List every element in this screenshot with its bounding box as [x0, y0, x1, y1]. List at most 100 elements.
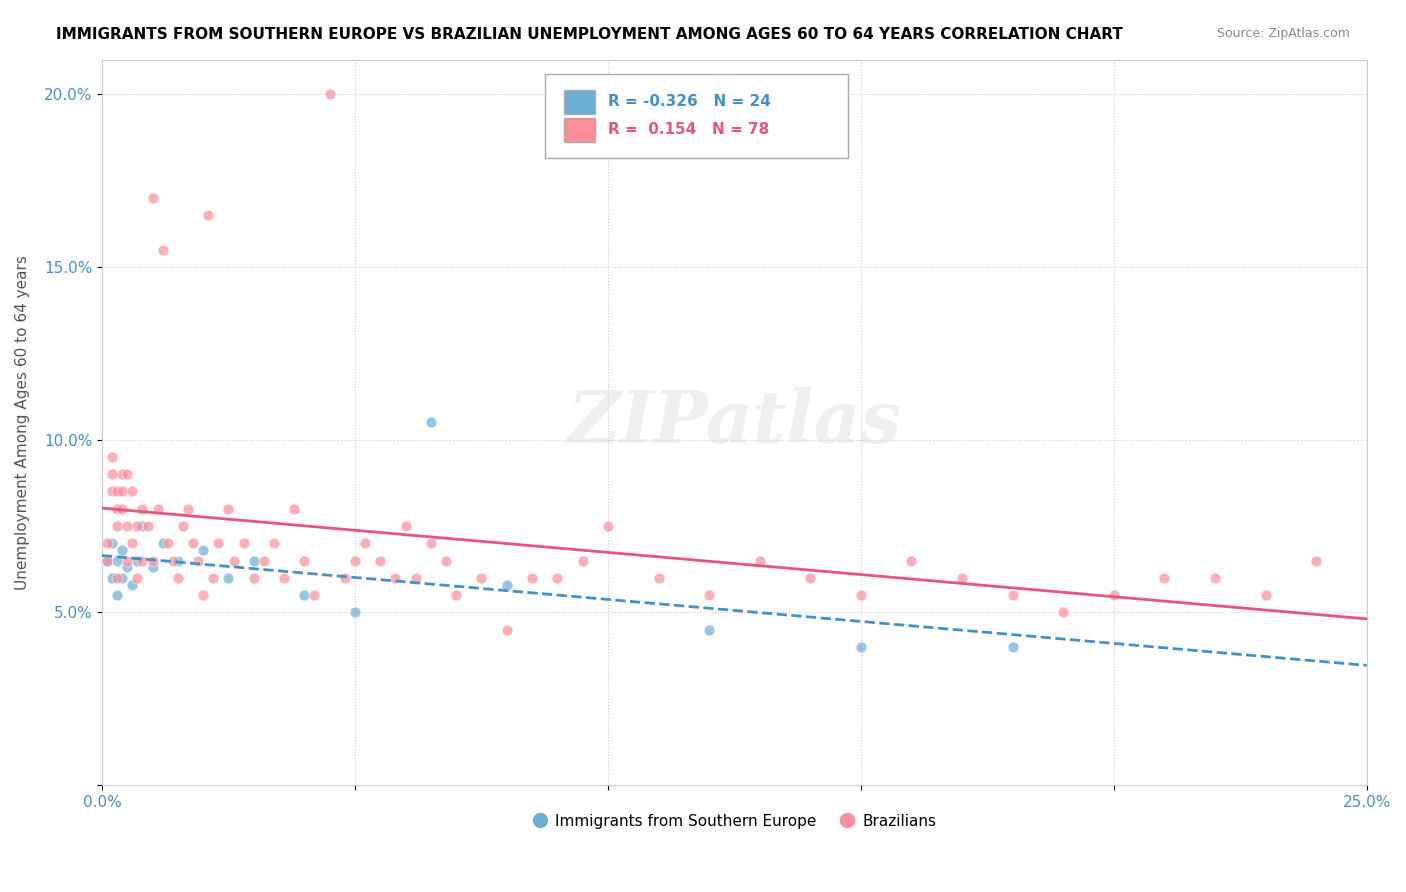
Point [121, 484, 143, 499]
Point [849, 640, 872, 654]
Point [117, 553, 139, 567]
Point [131, 501, 153, 516]
Point [343, 553, 366, 567]
FancyBboxPatch shape [544, 74, 848, 158]
Point [152, 243, 174, 257]
Text: R =  0.154   N = 78: R = 0.154 N = 78 [607, 121, 769, 136]
Point [419, 536, 441, 550]
Point [520, 571, 543, 585]
Point [292, 588, 315, 602]
Point [142, 553, 165, 567]
Point [434, 553, 457, 567]
Point [697, 588, 720, 602]
Point [111, 501, 134, 516]
Point [136, 519, 159, 533]
Point [217, 501, 239, 516]
Point [900, 553, 922, 567]
Point [242, 553, 264, 567]
Point [1305, 553, 1327, 567]
Point [495, 623, 517, 637]
Point [121, 578, 143, 592]
Point [101, 536, 124, 550]
Point [131, 553, 153, 567]
Point [799, 571, 821, 585]
Point [193, 588, 215, 602]
Point [167, 571, 190, 585]
Point [1254, 588, 1277, 602]
Point [273, 571, 295, 585]
Point [333, 571, 356, 585]
Point [1001, 640, 1024, 654]
Point [111, 543, 134, 558]
Point [117, 560, 139, 574]
Point [368, 553, 391, 567]
Point [1153, 571, 1175, 585]
Point [207, 536, 229, 550]
Point [444, 588, 467, 602]
Point [127, 553, 149, 567]
Point [197, 208, 219, 222]
Text: Source: ZipAtlas.com: Source: ZipAtlas.com [1216, 27, 1350, 40]
Point [101, 450, 124, 464]
Point [697, 623, 720, 637]
Point [105, 519, 128, 533]
Point [127, 519, 149, 533]
Point [193, 543, 215, 558]
Point [177, 501, 200, 516]
Point [748, 553, 770, 567]
Point [96, 553, 118, 567]
Point [96, 553, 118, 567]
Point [546, 571, 568, 585]
Point [142, 560, 165, 574]
Point [105, 588, 128, 602]
Point [384, 571, 406, 585]
Point [1052, 605, 1074, 619]
Point [304, 588, 326, 602]
Point [105, 501, 128, 516]
Point [1102, 588, 1125, 602]
Point [101, 467, 124, 482]
Point [232, 536, 254, 550]
Point [172, 519, 194, 533]
Point [1001, 588, 1024, 602]
Point [105, 553, 128, 567]
Point [950, 571, 973, 585]
Bar [564, 90, 595, 114]
Point [142, 191, 165, 205]
Legend: Immigrants from Southern Europe, Brazilians: Immigrants from Southern Europe, Brazili… [526, 808, 942, 836]
Point [167, 553, 190, 567]
Point [105, 571, 128, 585]
Y-axis label: Unemployment Among Ages 60 to 64 years: Unemployment Among Ages 60 to 64 years [15, 255, 30, 590]
Point [571, 553, 593, 567]
Point [217, 571, 239, 585]
Text: R = -0.326   N = 24: R = -0.326 N = 24 [607, 95, 770, 109]
Point [111, 571, 134, 585]
Point [152, 536, 174, 550]
Point [318, 87, 340, 102]
Point [156, 536, 179, 550]
Point [394, 519, 416, 533]
Point [495, 578, 517, 592]
Point [111, 484, 134, 499]
Point [419, 415, 441, 429]
Point [181, 536, 204, 550]
Point [596, 519, 619, 533]
Point [292, 553, 315, 567]
Bar [564, 118, 595, 142]
Point [222, 553, 245, 567]
Point [405, 571, 427, 585]
Point [117, 519, 139, 533]
Point [242, 571, 264, 585]
Text: IMMIGRANTS FROM SOUTHERN EUROPE VS BRAZILIAN UNEMPLOYMENT AMONG AGES 60 TO 64 YE: IMMIGRANTS FROM SOUTHERN EUROPE VS BRAZI… [56, 27, 1123, 42]
Point [111, 467, 134, 482]
Point [105, 484, 128, 499]
Point [162, 553, 184, 567]
Point [354, 536, 377, 550]
Point [187, 553, 209, 567]
Text: ZIPatlas: ZIPatlas [568, 387, 901, 458]
Point [146, 501, 169, 516]
Point [127, 571, 149, 585]
Point [470, 571, 492, 585]
Point [647, 571, 669, 585]
Point [101, 484, 124, 499]
